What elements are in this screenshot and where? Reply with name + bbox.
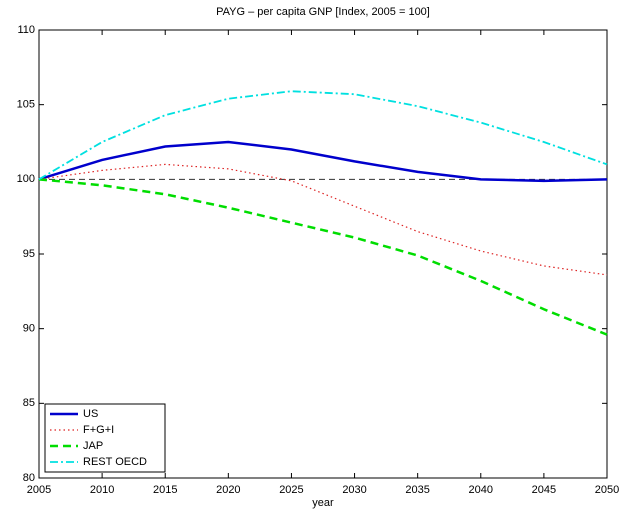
x-tick-label: 2020 — [216, 484, 240, 496]
y-tick-label: 85 — [23, 397, 35, 409]
y-tick-label: 90 — [23, 323, 35, 335]
x-tick-label: 2010 — [90, 484, 114, 496]
series-line — [38, 178, 608, 336]
x-tick-label: 2035 — [405, 484, 429, 496]
y-tick-label: 105 — [17, 99, 35, 111]
x-tick-label: 2005 — [27, 484, 51, 496]
x-tick-label: 2025 — [279, 484, 303, 496]
legend-box — [44, 403, 166, 473]
x-tick-label: 2030 — [342, 484, 366, 496]
series-line — [38, 90, 608, 181]
legend-label: JAP — [83, 440, 103, 452]
x-tick-label: 2045 — [532, 484, 556, 496]
series-line — [38, 140, 608, 183]
x-tick-label: 2015 — [153, 484, 177, 496]
x-tick-label: 2040 — [469, 484, 493, 496]
legend-label: F+G+I — [83, 424, 114, 436]
legend-label: REST OECD — [83, 456, 147, 468]
chart-title: PAYG – per capita GNP [Index, 2005 = 100… — [216, 6, 430, 18]
legend-label: US — [83, 408, 98, 420]
y-tick-label: 110 — [17, 24, 35, 36]
series-line — [38, 163, 608, 276]
x-axis-label: year — [312, 497, 334, 509]
y-tick-label: 100 — [17, 173, 35, 185]
y-tick-label: 95 — [23, 248, 35, 260]
x-tick-label: 2050 — [595, 484, 619, 496]
plot-area — [38, 29, 608, 479]
y-tick-label: 80 — [23, 472, 35, 484]
